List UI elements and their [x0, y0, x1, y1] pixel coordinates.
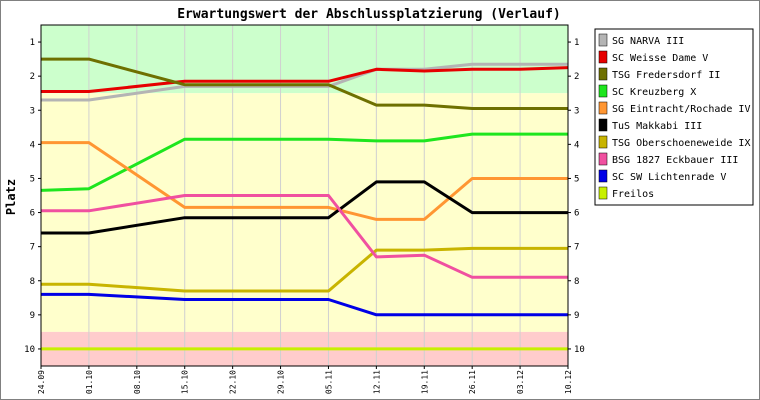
legend-swatch	[598, 67, 608, 81]
legend-label: Freilos	[612, 189, 654, 200]
y-tick-label: 9	[30, 311, 35, 321]
y-tick-label-right: 9	[574, 311, 579, 321]
x-tick-label: 15.10	[181, 370, 190, 394]
series-line	[41, 292, 568, 317]
y-tick-label-right: 6	[574, 209, 579, 219]
y-tick-label-right: 1	[574, 38, 579, 48]
y-tick-label: 4	[30, 140, 35, 150]
x-tick-label: 10.12	[564, 370, 573, 394]
y-tick-label: 6	[30, 209, 35, 219]
background-band	[41, 25, 568, 94]
x-tick-label: 24.09	[37, 370, 46, 394]
x-tick-label: 03.12	[516, 370, 525, 394]
y-tick-label: 3	[30, 106, 35, 116]
legend-label: TuS Makkabi III	[612, 121, 702, 132]
x-tick-label: 12.11	[372, 370, 381, 394]
series-line	[41, 57, 568, 110]
series-line	[41, 62, 568, 102]
y-tick-label-right: 3	[574, 106, 579, 116]
x-tick-label: 05.11	[324, 370, 333, 394]
series-line	[41, 141, 568, 221]
series-line	[40, 132, 568, 192]
legend-label: BSG 1827 Eckbauer III	[612, 155, 738, 166]
x-tick-label: 29.10	[277, 370, 286, 394]
y-tick-label: 10	[24, 345, 35, 355]
legend-swatch	[598, 118, 608, 132]
legend-label: SC SW Lichtenrade V	[612, 172, 726, 183]
x-tick-label: 19.11	[420, 370, 429, 394]
legend-swatch	[598, 84, 608, 98]
legend-swatch	[598, 152, 608, 166]
legend-swatch	[598, 135, 608, 149]
y-tick-label: 5	[30, 174, 35, 184]
chart-title: Erwartungswert der Abschlussplatzierung …	[177, 7, 561, 22]
legend-label: TSG Fredersdorf II	[612, 70, 720, 81]
y-tick-label-right: 2	[574, 72, 579, 82]
y-tick-label-right: 10	[574, 345, 585, 355]
y-tick-label: 1	[30, 38, 35, 48]
legend-swatch	[598, 101, 608, 115]
legend-swatch	[598, 33, 608, 47]
plot-frame	[40, 24, 569, 367]
y-axis-label: Platz	[4, 179, 18, 215]
legend-label: SG NARVA III	[612, 36, 684, 47]
x-tick-label: 01.10	[85, 370, 94, 394]
series-line	[41, 246, 568, 293]
y-tick-label-right: 8	[574, 277, 579, 287]
series-line	[41, 66, 569, 93]
x-tick-label: 26.11	[468, 370, 477, 394]
y-tick-label-right: 4	[574, 140, 579, 150]
legend-swatch	[598, 186, 608, 200]
y-tick-label: 7	[30, 243, 35, 253]
x-tick-label: 08.10	[133, 370, 142, 394]
x-tick-label: 22.10	[229, 370, 238, 394]
legend-label: SC Weisse Dame V	[612, 53, 708, 64]
legend-label: TSG Oberschoeneweide IX	[612, 138, 750, 149]
y-tick-label-right: 5	[574, 174, 579, 184]
y-tick-label: 8	[30, 277, 35, 287]
series-line	[41, 194, 568, 279]
legend-label: SG Eintracht/Rochade IV	[612, 104, 750, 115]
legend-swatch	[598, 169, 608, 183]
y-tick-label: 2	[30, 72, 35, 82]
y-tick-label-right: 7	[574, 243, 579, 253]
legend-label: SC Kreuzberg X	[612, 87, 696, 98]
legend-swatch	[598, 50, 608, 64]
series-line	[41, 180, 568, 235]
legend-box	[594, 28, 754, 206]
